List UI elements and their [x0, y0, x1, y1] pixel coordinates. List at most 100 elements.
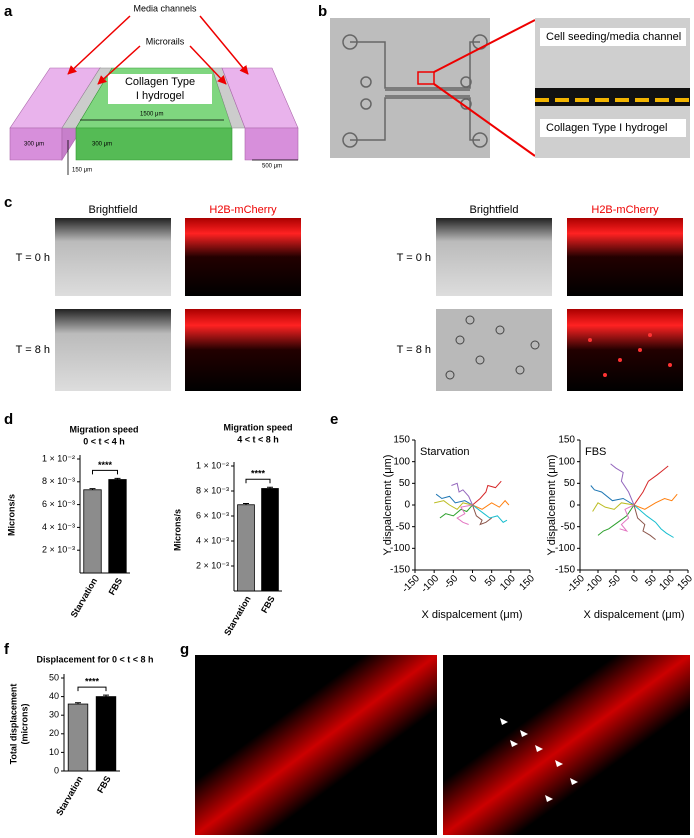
chip-image [330, 18, 690, 158]
x-tick-label: 100 [657, 573, 677, 593]
y-tick-label: 100 [393, 456, 410, 467]
panel-label: g [180, 641, 189, 658]
x-tick-label: Starvation [222, 594, 253, 637]
trajectory [619, 504, 635, 532]
y-tick-label: 0 [54, 765, 59, 775]
dimension: 500 μm [262, 164, 282, 170]
x-tick-label: 50 [483, 573, 499, 589]
y-tick-label: 40 [49, 691, 59, 701]
y-tick-label: 20 [49, 728, 59, 738]
x-tick-label: Starvation [54, 774, 85, 817]
x-tick-label: 150 [517, 573, 537, 593]
y-tick-label: 0 [569, 500, 575, 511]
trajectory [633, 504, 656, 541]
microscopy-images [55, 218, 683, 391]
y-axis-label: (microns) [19, 703, 29, 744]
row-label: T = 8 h [16, 344, 50, 356]
chart-title: Displacement for 0 < t < 8 h [36, 654, 153, 664]
device-schematic [9, 15, 299, 175]
y-tick-label: 8 × 10⁻³ [196, 485, 229, 495]
y-tick-label: -50 [561, 521, 576, 532]
x-tick-label: -150 [400, 573, 422, 595]
trajectory [472, 499, 510, 510]
x-tick-label: -50 [605, 573, 623, 591]
trajectory [434, 500, 473, 510]
column-header: Brightfield [89, 204, 138, 216]
y-axis-label: Y dispalcement (μm) [382, 455, 394, 556]
trajectory [633, 465, 669, 506]
x-tick-label: -100 [419, 573, 441, 595]
label: Microrails [146, 36, 185, 46]
y-tick-label: 30 [49, 710, 59, 720]
y-axis-label: Microns/s [6, 494, 16, 536]
y-tick-label: 0 [404, 500, 410, 511]
x-tick-label: -150 [565, 573, 587, 595]
label: Collagen Type [125, 76, 195, 88]
y-tick-label: 4 × 10⁻³ [196, 535, 229, 545]
y-tick-label: 2 × 10⁻³ [196, 560, 229, 570]
panel-label: f [4, 641, 10, 658]
x-tick-label: -50 [442, 573, 460, 591]
panel-label: a [4, 3, 13, 20]
chart-title: Migration speed [223, 422, 292, 432]
trajectory [610, 463, 635, 506]
y-tick-label: 50 [564, 478, 576, 489]
label: I hydrogel [136, 90, 184, 102]
x-tick-label: 50 [643, 573, 659, 589]
x-tick-label: Starvation [69, 576, 100, 619]
y-tick-label: 150 [558, 435, 575, 446]
bar [261, 488, 279, 592]
column-header: Brightfield [470, 204, 519, 216]
bar [67, 703, 89, 772]
row-label: T = 8 h [397, 344, 431, 356]
trajectory [451, 482, 473, 506]
label: Collagen Type I hydrogel [546, 122, 668, 134]
significance: **** [98, 460, 113, 470]
trajectory [435, 493, 473, 506]
significance: **** [85, 676, 100, 686]
dimension: 300 μm [92, 142, 112, 148]
x-tick-label: FBS [107, 576, 125, 597]
column-header: H2B-mCherry [209, 204, 277, 216]
y-tick-label: -150 [555, 565, 575, 576]
label: Cell seeding/media channel [546, 31, 681, 43]
x-tick-label: FBS [259, 594, 277, 615]
dimension: 300 μm [24, 142, 44, 148]
x-tick-label: -100 [583, 573, 605, 595]
panel-label: c [4, 194, 12, 211]
trajectory [439, 504, 473, 519]
label: Media channels [133, 3, 197, 13]
y-tick-label: 6 × 10⁻³ [42, 499, 75, 509]
bar [83, 489, 102, 574]
y-tick-label: 10 [49, 747, 59, 757]
significance-bracket [77, 686, 107, 692]
y-tick-label: 50 [399, 478, 411, 489]
y-axis-label: Y dispalcement (μm) [546, 455, 558, 556]
x-tick-label: 100 [498, 573, 518, 593]
trajectory [592, 502, 635, 512]
y-tick-label: -50 [396, 521, 411, 532]
bar [108, 479, 127, 574]
row-label: T = 0 h [397, 252, 431, 264]
y-tick-label: 1 × 10⁻² [42, 453, 75, 463]
chart-subtitle: 4 < t < 8 h [237, 434, 279, 444]
x-tick-label: 150 [675, 573, 694, 593]
y-tick-label: 8 × 10⁻³ [42, 476, 75, 486]
chart-title: Migration speed [69, 424, 138, 434]
significance: **** [251, 469, 266, 479]
row-label: T = 0 h [16, 252, 50, 264]
x-tick-label: FBS [95, 774, 113, 795]
chart-title: Starvation [420, 446, 470, 458]
3d-images [195, 655, 690, 835]
dimension: 1500 μm [140, 112, 163, 118]
trajectory [597, 504, 635, 536]
y-axis-label: Microns/s [172, 509, 182, 551]
significance-bracket [245, 478, 271, 484]
trajectory [590, 485, 635, 506]
y-tick-label: -100 [555, 543, 575, 554]
x-tick-label: 0 [629, 573, 641, 585]
y-tick-label: 4 × 10⁻³ [42, 522, 75, 532]
dimension: 150 μm [72, 168, 92, 174]
panel-label: d [4, 411, 13, 428]
